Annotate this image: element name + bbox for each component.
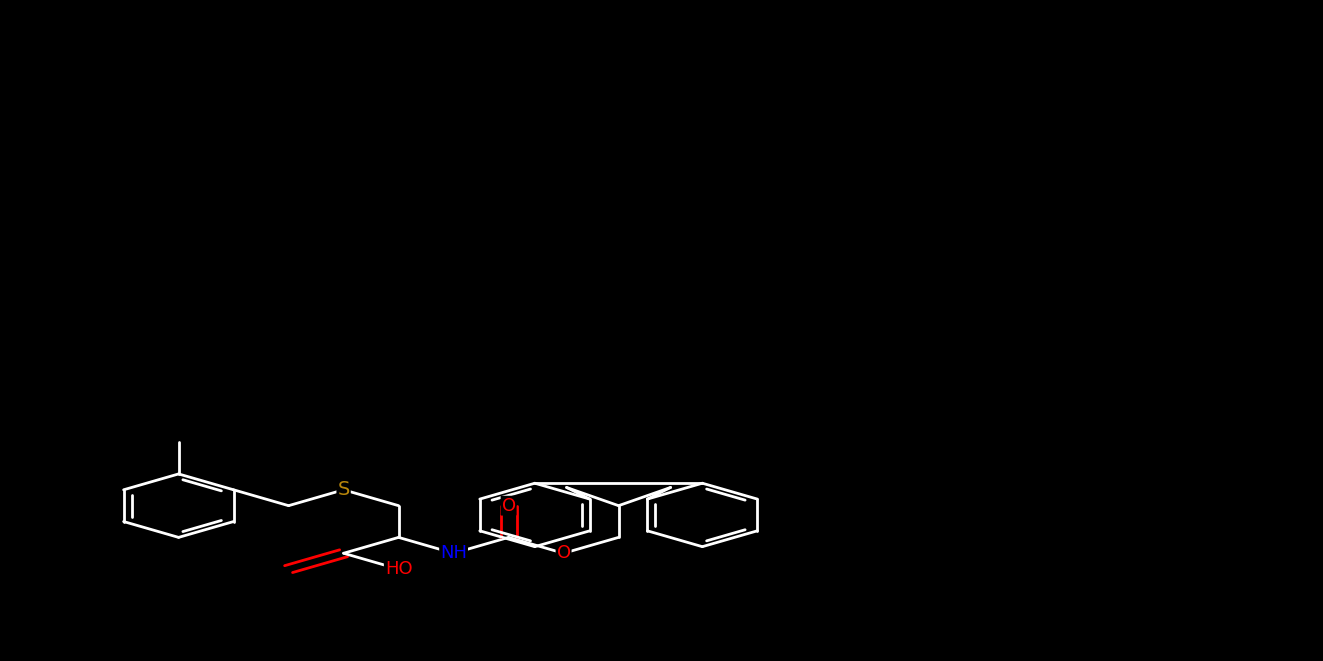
Text: NH: NH <box>441 544 467 563</box>
Text: HO: HO <box>385 560 413 578</box>
Text: S: S <box>337 481 349 499</box>
Text: O: O <box>557 544 570 563</box>
Text: O: O <box>501 496 516 515</box>
